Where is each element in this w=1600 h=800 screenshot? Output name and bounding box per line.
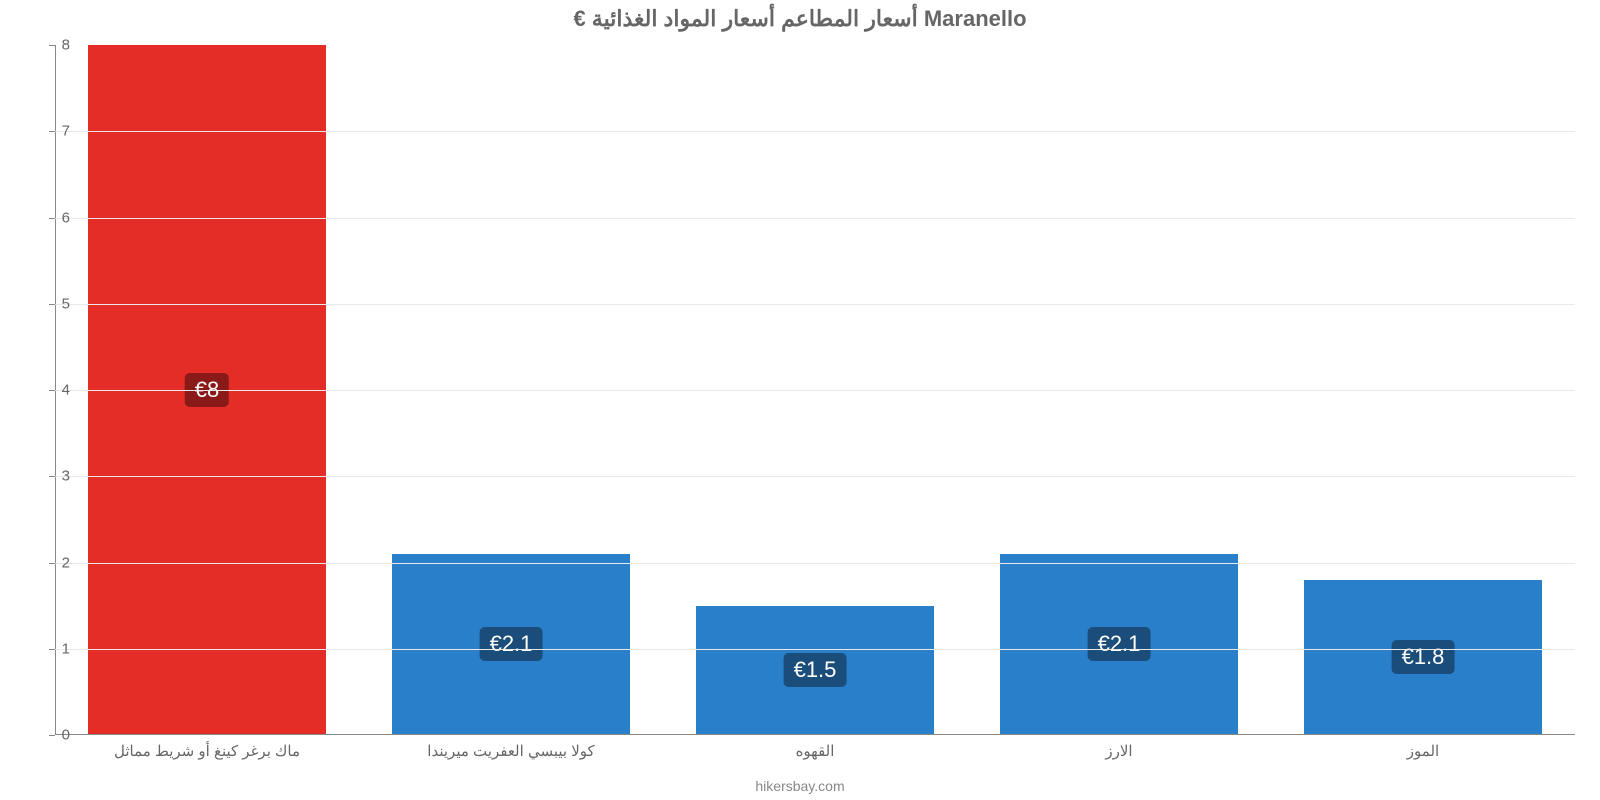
y-tick-label: 0 (62, 727, 70, 744)
grid-line (55, 476, 1575, 477)
chart-title: € أسعار المطاعم أسعار المواد الغذائية Ma… (0, 0, 1600, 32)
y-tick-label: 6 (62, 209, 70, 226)
plot-area: €8€2.1€1.5€2.1€1.8 (55, 45, 1575, 735)
x-tick-label: القهوه (796, 742, 835, 760)
y-tick-label: 1 (62, 640, 70, 657)
y-tick-mark (49, 735, 55, 736)
bar-value-label: €1.8 (1392, 640, 1455, 674)
grid-line (55, 649, 1575, 650)
y-tick-label: 8 (62, 37, 70, 54)
y-tick-mark (49, 218, 55, 219)
y-tick-mark (49, 131, 55, 132)
grid-line (55, 304, 1575, 305)
chart-credit: hikersbay.com (0, 778, 1600, 794)
y-tick-mark (49, 649, 55, 650)
y-tick-label: 2 (62, 554, 70, 571)
y-tick-mark (49, 563, 55, 564)
price-chart: € أسعار المطاعم أسعار المواد الغذائية Ma… (0, 0, 1600, 800)
y-tick-label: 3 (62, 468, 70, 485)
y-tick-mark (49, 45, 55, 46)
y-tick-label: 4 (62, 382, 70, 399)
grid-line (55, 563, 1575, 564)
grid-line (55, 390, 1575, 391)
y-tick-mark (49, 390, 55, 391)
y-tick-label: 7 (62, 123, 70, 140)
bar-value-label: €1.5 (784, 653, 847, 687)
bar-value-label: €2.1 (480, 627, 543, 661)
grid-line (55, 218, 1575, 219)
grid-line (55, 131, 1575, 132)
y-tick-mark (49, 304, 55, 305)
y-tick-mark (49, 476, 55, 477)
x-tick-label: كولا بيبسي العفريت ميريندا (427, 742, 594, 760)
bar-value-label: €2.1 (1088, 627, 1151, 661)
x-tick-label: الموز (1407, 742, 1439, 760)
x-tick-label: الارز (1105, 742, 1132, 760)
x-tick-label: ماك برغر كينغ أو شريط مماثل (114, 742, 300, 760)
x-axis (55, 734, 1575, 735)
y-tick-label: 5 (62, 295, 70, 312)
